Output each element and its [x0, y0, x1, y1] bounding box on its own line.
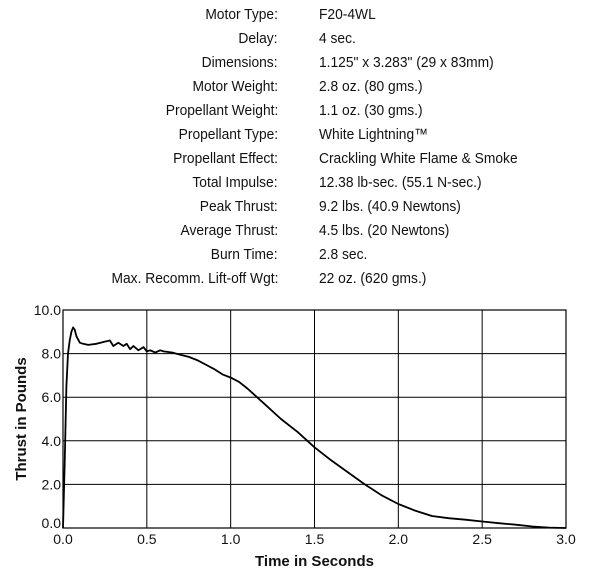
x-axis-ticks: 0.0 0.5 1.0 1.5 2.0 2.5 3.0: [53, 531, 576, 547]
spec-label: Propellant Weight:: [165, 102, 278, 119]
spec-value: 1.125" x 3.283" (29 x 83mm): [319, 54, 494, 71]
spec-label: Peak Thrust:: [200, 198, 278, 215]
x-tick-label: 2.5: [472, 531, 492, 547]
spec-row: Total Impulse: 12.38 lb-sec. (55.1 N-sec…: [0, 172, 590, 196]
spec-row: Max. Recomm. Lift-off Wgt: 22 oz. (620 g…: [0, 268, 590, 292]
spec-label: Propellant Type:: [178, 126, 278, 143]
x-axis-title: Time in Seconds: [255, 553, 374, 570]
spec-value: F20-4WL: [319, 6, 376, 23]
spec-label: Total Impulse:: [192, 174, 278, 191]
x-tick-label: 0.5: [137, 531, 157, 547]
x-tick-label: 2.0: [389, 531, 409, 547]
y-tick-label: 4.0: [42, 433, 62, 449]
spec-label: Dimensions:: [202, 54, 278, 71]
spec-value: 2.8 sec.: [319, 246, 368, 263]
spec-value: 2.8 oz. (80 gms.): [319, 78, 423, 95]
chart-grid: [63, 310, 566, 528]
spec-row: Propellant Type: White Lightning™: [0, 124, 590, 148]
spec-value: 22 oz. (620 gms.): [319, 270, 427, 287]
x-tick-label: 1.5: [305, 531, 325, 547]
y-tick-label: 2.0: [42, 476, 62, 492]
y-axis-title: Thrust in Pounds: [13, 357, 30, 480]
plot-frame: [62, 309, 567, 529]
spec-label: Delay:: [238, 30, 278, 47]
spec-row: Average Thrust: 4.5 lbs. (20 Newtons): [0, 220, 590, 244]
spec-label: Burn Time:: [211, 246, 278, 263]
spec-label: Motor Type:: [205, 6, 278, 23]
spec-label: Max. Recomm. Lift-off Wgt:: [111, 270, 278, 287]
thrust-curve: [62, 326, 567, 529]
x-tick-label: 0.0: [53, 531, 73, 547]
y-axis-ticks: 0.0 2.0 4.0 6.0 8.0 10.0: [34, 302, 61, 531]
spec-value: 12.38 lb-sec. (55.1 N-sec.): [319, 174, 482, 191]
spec-row: Peak Thrust: 9.2 lbs. (40.9 Newtons): [0, 196, 590, 220]
spec-value: White Lightning™: [319, 126, 428, 143]
spec-value: 1.1 oz. (30 gms.): [319, 102, 423, 119]
y-tick-label: 8.0: [42, 346, 62, 362]
spec-row: Motor Weight: 2.8 oz. (80 gms.): [0, 76, 590, 100]
spec-label: Motor Weight:: [192, 78, 278, 95]
specs-table: Motor Type: F20-4WL Delay: 4 sec. Dimens…: [0, 4, 590, 292]
spec-row: Propellant Weight: 1.1 oz. (30 gms.): [0, 100, 590, 124]
spec-value: Crackling White Flame & Smoke: [319, 150, 518, 167]
x-tick-label: 3.0: [556, 531, 576, 547]
spec-row: Propellant Effect: Crackling White Flame…: [0, 148, 590, 172]
spec-label: Propellant Effect:: [173, 150, 278, 167]
spec-row: Burn Time: 2.8 sec.: [0, 244, 590, 268]
spec-value: 4.5 lbs. (20 Newtons): [319, 222, 450, 239]
y-tick-label: 6.0: [42, 389, 62, 405]
y-tick-label: 0.0: [42, 515, 62, 531]
spec-label: Average Thrust:: [180, 222, 278, 239]
y-tick-label: 10.0: [34, 302, 61, 318]
spec-row: Motor Type: F20-4WL: [0, 4, 590, 28]
spec-value: 9.2 lbs. (40.9 Newtons): [319, 198, 461, 215]
x-tick-label: 1.0: [221, 531, 241, 547]
spec-row: Dimensions: 1.125" x 3.283" (29 x 83mm): [0, 52, 590, 76]
spec-value: 4 sec.: [319, 30, 356, 47]
spec-row: Delay: 4 sec.: [0, 28, 590, 52]
